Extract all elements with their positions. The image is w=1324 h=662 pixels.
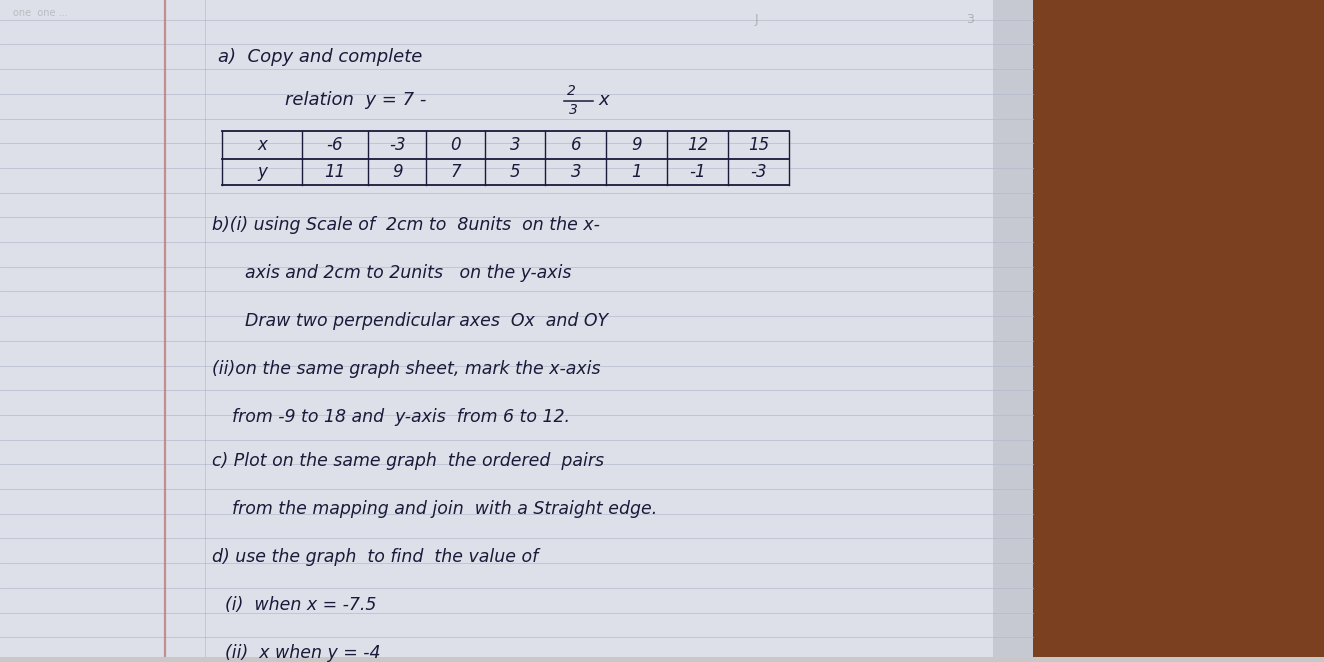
Text: 6: 6: [571, 136, 581, 154]
Text: 0: 0: [450, 136, 461, 154]
Text: 1: 1: [632, 163, 642, 181]
Text: (ii)on the same graph sheet, mark the x-axis: (ii)on the same graph sheet, mark the x-…: [212, 360, 600, 378]
Text: 3: 3: [571, 163, 581, 181]
Text: 3: 3: [569, 103, 579, 117]
Text: (i)  when x = -7.5: (i) when x = -7.5: [225, 596, 376, 614]
Text: 12: 12: [687, 136, 708, 154]
Text: 2: 2: [567, 84, 576, 98]
Text: from the mapping and join  with a Straight edge.: from the mapping and join with a Straigh…: [232, 500, 657, 518]
Text: 9: 9: [392, 163, 402, 181]
Text: d) use the graph  to find  the value of: d) use the graph to find the value of: [212, 548, 538, 567]
Text: -3: -3: [389, 136, 405, 154]
Text: -1: -1: [690, 163, 706, 181]
Text: 5: 5: [510, 163, 520, 181]
Text: (ii)  x when y = -4: (ii) x when y = -4: [225, 644, 380, 662]
Text: b)(i) using Scale of  2cm to  8units  on the x-: b)(i) using Scale of 2cm to 8units on th…: [212, 216, 600, 234]
Text: x: x: [257, 136, 267, 154]
Text: c) Plot on the same graph  the ordered  pairs: c) Plot on the same graph the ordered pa…: [212, 452, 604, 471]
Text: 3: 3: [967, 13, 974, 26]
Text: axis and 2cm to 2units   on the y-axis: axis and 2cm to 2units on the y-axis: [245, 264, 572, 282]
Text: 15: 15: [748, 136, 769, 154]
Text: relation  y = 7 -: relation y = 7 -: [285, 91, 426, 109]
Text: 9: 9: [632, 136, 642, 154]
Text: -6: -6: [327, 136, 343, 154]
Text: a)  Copy and complete: a) Copy and complete: [218, 48, 422, 66]
Bar: [1033, 0, 1324, 657]
Text: y: y: [257, 163, 267, 181]
Text: 3: 3: [510, 136, 520, 154]
Text: J: J: [755, 13, 759, 26]
Text: 11: 11: [324, 163, 346, 181]
Text: -3: -3: [751, 163, 767, 181]
Text: one  one ...: one one ...: [13, 9, 68, 19]
Text: Draw two perpendicular axes  Ox  and OY: Draw two perpendicular axes Ox and OY: [245, 312, 608, 330]
Text: x: x: [598, 91, 609, 109]
Text: 7: 7: [450, 163, 461, 181]
Bar: [993, 0, 1033, 657]
Text: from -9 to 18 and  y-axis  from 6 to 12.: from -9 to 18 and y-axis from 6 to 12.: [232, 408, 569, 426]
Bar: [0, 0, 1033, 657]
